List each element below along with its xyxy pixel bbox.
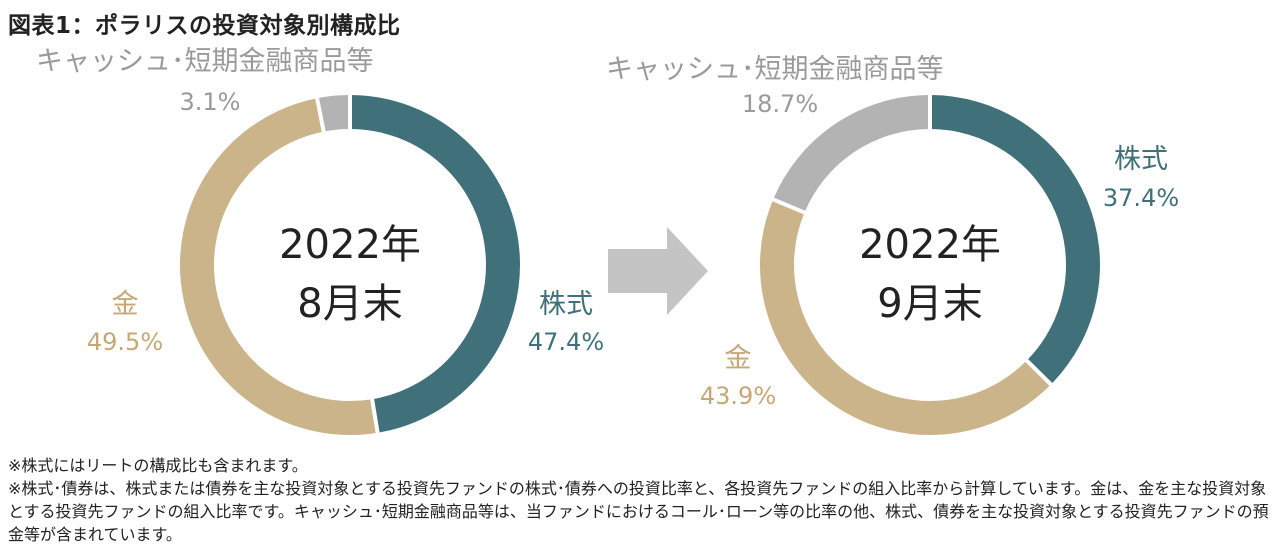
footnote-1: ※株式にはリートの構成比も含まれます。 bbox=[8, 456, 308, 475]
donut-charts: 2022年 8月末 キャッシュ･短期金融商品等 3.1% 金 49.5% 株式 … bbox=[36, 46, 1179, 435]
donut-sep-separator bbox=[1024, 358, 1054, 387]
donut-aug-separator bbox=[369, 397, 380, 435]
chart-aug-value-gold: 49.5% bbox=[87, 328, 163, 356]
chart-sep-value-cash: 18.7% bbox=[742, 90, 818, 118]
donut-aug-segment-cash bbox=[317, 95, 351, 132]
chart-sep-center-line1: 2022年 bbox=[859, 222, 1001, 268]
footnotes: ※株式にはリートの構成比も含まれます。 ※株式･債券は、株式または債券を主な投資… bbox=[8, 454, 1274, 546]
chart-aug-center-line2: 8月末 bbox=[297, 281, 402, 327]
arrow-right-icon bbox=[608, 227, 708, 315]
chart-aug-label-gold: 金 bbox=[112, 289, 139, 320]
chart-sep-label-stocks: 株式 bbox=[1114, 144, 1168, 175]
chart-sep-label-gold: 金 bbox=[725, 343, 752, 374]
donut-chart-sep: 2022年 9月末 キャッシュ･短期金融商品等 18.7% 株式 37.4% 金… bbox=[606, 54, 1179, 435]
page-title: 図表1：ポラリスの投資対象別構成比 bbox=[8, 13, 401, 39]
chart-sep-value-stocks: 37.4% bbox=[1103, 184, 1179, 212]
chart-aug-value-stocks: 47.4% bbox=[528, 328, 604, 356]
donut-sep-segment-gold bbox=[760, 199, 1051, 435]
chart-aug-label-cash: キャッシュ･短期金融商品等 bbox=[36, 46, 374, 77]
donut-sep-segment-stocks bbox=[929, 95, 1100, 385]
donut-sep-segment-cash bbox=[773, 95, 931, 213]
footnote-2: ※株式･債券は、株式または債券を主な投資対象とする投資先ファンドの株式･債券への… bbox=[8, 479, 1269, 544]
donut-aug-segment-gold bbox=[180, 98, 378, 435]
chart-aug-center-line1: 2022年 bbox=[279, 222, 421, 268]
chart-aug-label-stocks: 株式 bbox=[539, 289, 593, 320]
donut-chart-aug: 2022年 8月末 キャッシュ･短期金融商品等 3.1% 金 49.5% 株式 … bbox=[36, 46, 604, 435]
donut-aug-separator bbox=[314, 96, 326, 133]
donut-sep-separator bbox=[771, 197, 807, 215]
chart-sep-center-line2: 9月末 bbox=[877, 281, 982, 327]
donut-aug-segment-stocks bbox=[349, 95, 520, 433]
chart-aug-value-cash: 3.1% bbox=[180, 88, 241, 116]
chart-sep-label-cash: キャッシュ･短期金融商品等 bbox=[606, 54, 944, 85]
chart-sep-value-gold: 43.9% bbox=[700, 382, 776, 410]
